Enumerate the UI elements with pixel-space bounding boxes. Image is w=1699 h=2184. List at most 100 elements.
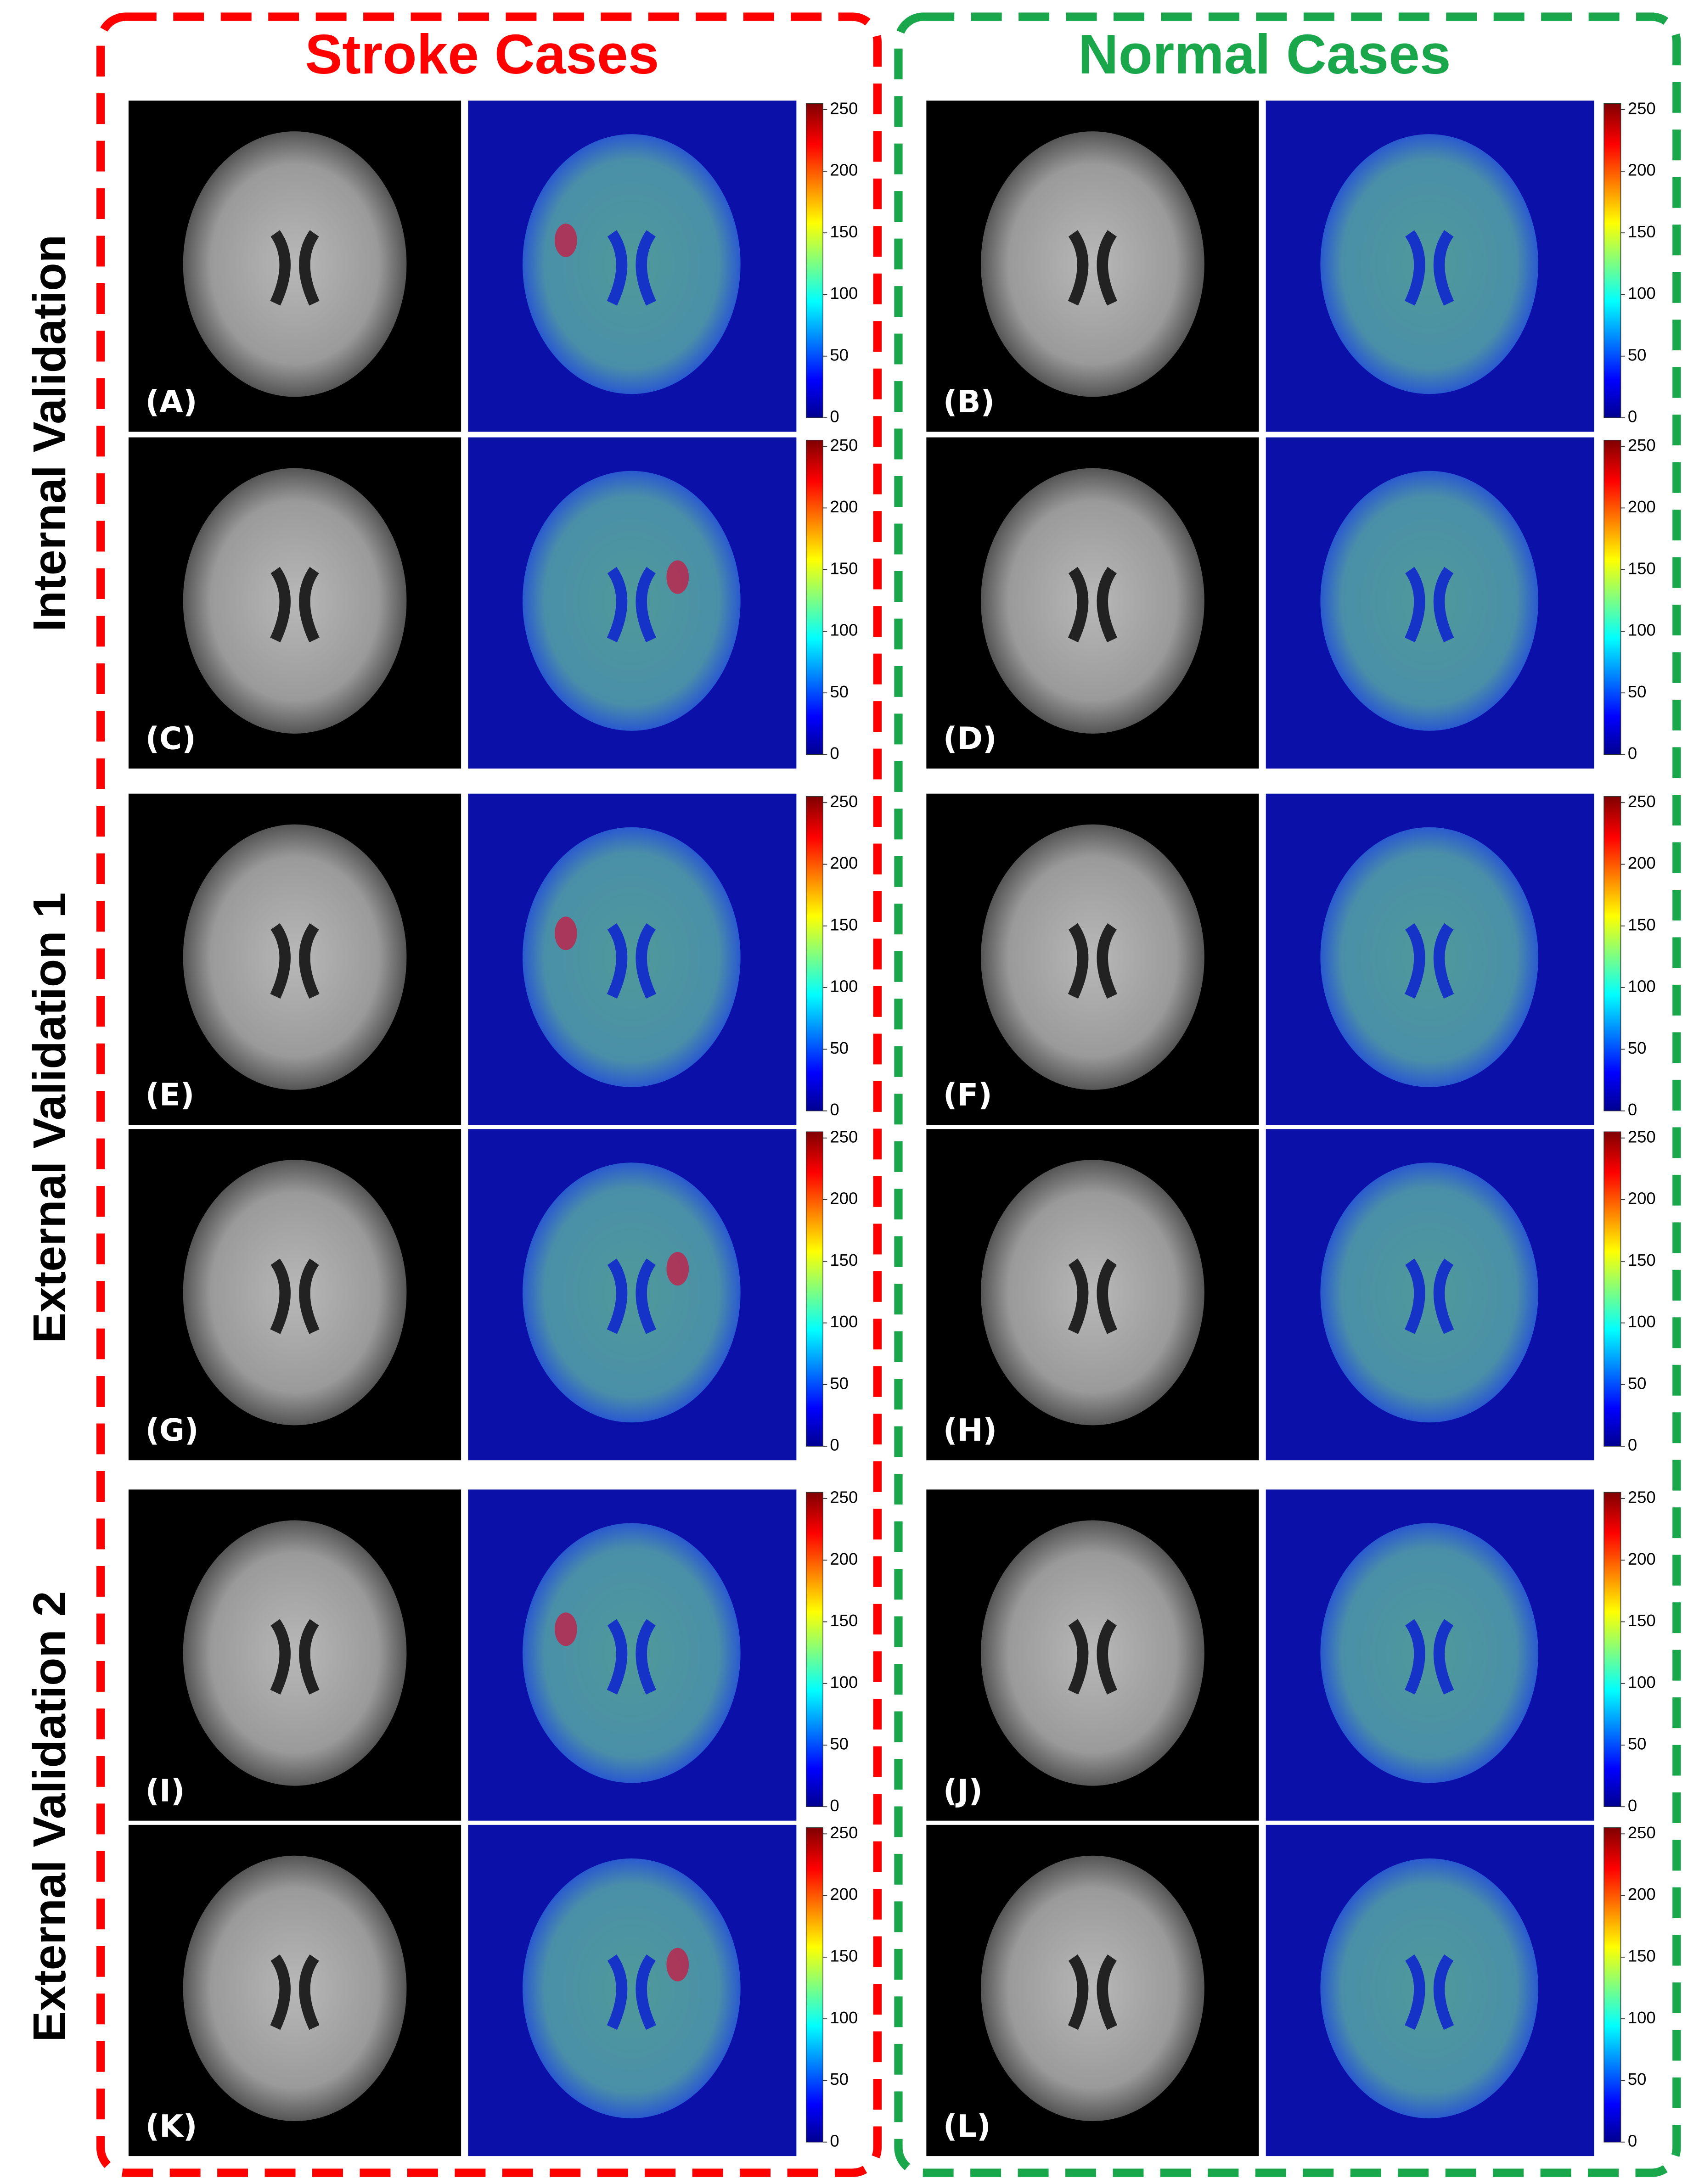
colorbar-tick-label: 0	[830, 2131, 839, 2150]
brain	[981, 1855, 1204, 2122]
brain	[183, 1160, 407, 1426]
ventricles	[1068, 1619, 1118, 1695]
lesion	[666, 560, 689, 594]
colorbar	[1603, 796, 1621, 1112]
colorbar-tick-label: 200	[830, 161, 858, 180]
panel-label: (C)	[145, 721, 196, 757]
colorbar	[805, 1827, 823, 2143]
panel-label: (I)	[145, 1773, 185, 1808]
colorbar-tick-label: 200	[1628, 161, 1656, 180]
colorbar-tick-label: 50	[830, 682, 849, 701]
colorbar-tick-label: 100	[1628, 284, 1656, 303]
colorbar	[805, 796, 823, 1112]
heat-brain	[522, 827, 741, 1087]
colorbar-tick-label: 200	[1628, 1550, 1656, 1568]
brain	[183, 468, 407, 734]
colorbar-tick-label: 200	[830, 1550, 858, 1568]
colorbar-tick-label: 150	[830, 1611, 858, 1630]
heat-brain	[1320, 1162, 1539, 1423]
colorbar-tick-label: 250	[830, 436, 858, 455]
colorbar-tick-label: 100	[1628, 621, 1656, 640]
brain	[183, 1520, 407, 1786]
heat-ventricles	[1405, 230, 1454, 306]
colorbar-tick-label: 100	[830, 1673, 858, 1691]
colorbar-tick-label: 100	[830, 2008, 858, 2027]
colorbar-tick-label: 0	[830, 1436, 839, 1454]
colorbar-tick-label: 100	[1628, 1312, 1656, 1331]
brain	[981, 1160, 1204, 1426]
colorbar-tick-label: 100	[1628, 2008, 1656, 2027]
heat-brain	[1320, 134, 1539, 394]
colorbar-tick-label: 200	[830, 497, 858, 516]
heat-brain	[522, 1162, 741, 1423]
heat-ventricles	[607, 230, 656, 306]
ventricles	[270, 1619, 320, 1695]
row-label: External Validation 1	[24, 893, 75, 1343]
heat-ventricles	[607, 567, 656, 643]
colorbar-tick-label: 50	[1628, 682, 1647, 701]
colorbar-tick-label: 0	[1628, 1100, 1637, 1119]
colorbar	[1603, 439, 1621, 755]
colorbar-tick-label: 200	[830, 1189, 858, 1208]
colorbar-tick-label: 50	[830, 345, 849, 364]
panel-label: (H)	[943, 1412, 997, 1448]
colorbar	[805, 103, 823, 418]
colorbar-tick-label: 150	[1628, 915, 1656, 934]
heat-ventricles	[607, 1954, 656, 2030]
colorbar	[1603, 1827, 1621, 2143]
colorbar-tick-label: 50	[830, 1374, 849, 1392]
panel-label: (G)	[145, 1412, 198, 1448]
colorbar-tick-label: 150	[1628, 559, 1656, 578]
heat-brain	[1320, 1858, 1539, 2118]
colorbar	[805, 439, 823, 755]
panel-label: (J)	[943, 1773, 983, 1808]
ventricles	[1068, 923, 1118, 999]
ventricles	[270, 567, 320, 643]
colorbar-tick-label: 100	[830, 621, 858, 640]
colorbar-tick-label: 200	[1628, 1885, 1656, 1903]
colorbar-tick-label: 150	[830, 1251, 858, 1269]
brain	[183, 824, 407, 1090]
section-title: Normal Cases	[1078, 23, 1451, 85]
colorbar-tick-label: 200	[830, 1885, 858, 1903]
colorbar-tick-label: 150	[830, 915, 858, 934]
colorbar-tick-label: 150	[830, 1947, 858, 1965]
colorbar-tick-label: 50	[1628, 1374, 1647, 1392]
colorbar-tick-label: 250	[830, 792, 858, 811]
colorbar-tick-label: 50	[1628, 1039, 1647, 1057]
colorbar-tick-label: 250	[1628, 792, 1656, 811]
panel-label: (F)	[943, 1077, 992, 1113]
heat-ventricles	[607, 1258, 656, 1334]
colorbar-tick-label: 0	[830, 1100, 839, 1119]
panel-label: (L)	[943, 2108, 991, 2144]
lesion	[554, 223, 577, 258]
colorbar-tick-label: 250	[1628, 1488, 1656, 1507]
colorbar-tick-label: 0	[1628, 2131, 1637, 2150]
heat-ventricles	[1405, 1954, 1454, 2030]
ventricles	[270, 1954, 320, 2030]
colorbar	[1603, 103, 1621, 418]
ventricles	[1068, 1258, 1118, 1334]
row-label: Internal Validation	[24, 235, 75, 632]
colorbar-tick-label: 250	[1628, 1823, 1656, 1842]
colorbar-tick-label: 0	[1628, 1796, 1637, 1815]
colorbar-tick-label: 250	[1628, 99, 1656, 118]
lesion	[554, 916, 577, 950]
ventricles	[1068, 230, 1118, 306]
colorbar-tick-label: 50	[830, 2070, 849, 2089]
brain	[183, 1855, 407, 2122]
ventricles	[270, 1258, 320, 1334]
colorbar-tick-label: 250	[830, 99, 858, 118]
colorbar	[1603, 1131, 1621, 1447]
lesion	[666, 1948, 689, 1982]
colorbar-tick-label: 250	[830, 1823, 858, 1842]
colorbar	[805, 1492, 823, 1808]
heat-brain	[1320, 1523, 1539, 1783]
heat-brain	[1320, 471, 1539, 731]
colorbar-tick-label: 150	[1628, 1251, 1656, 1269]
colorbar-tick-label: 150	[830, 222, 858, 241]
colorbar-tick-label: 50	[830, 1735, 849, 1753]
colorbar-tick-label: 0	[830, 407, 839, 426]
colorbar-tick-label: 100	[1628, 1673, 1656, 1691]
colorbar-tick-label: 150	[1628, 222, 1656, 241]
